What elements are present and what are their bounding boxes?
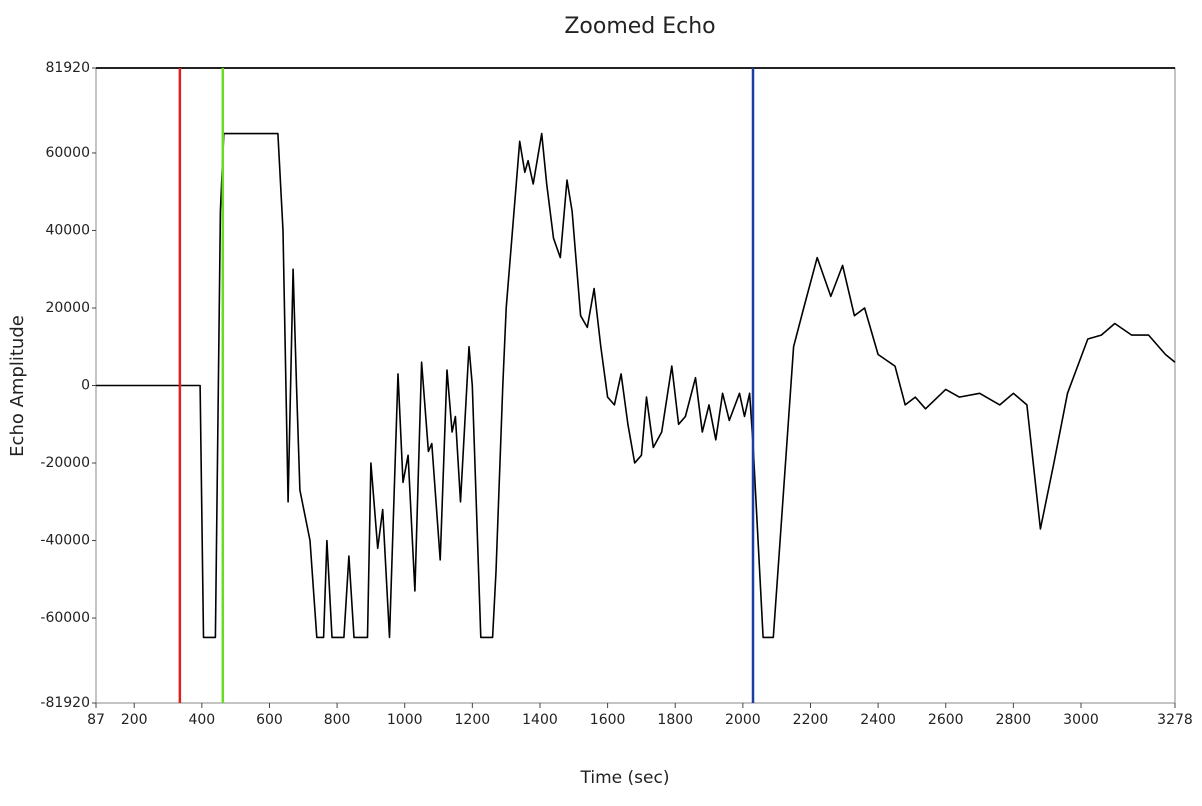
x-tick-label: 2800 bbox=[996, 712, 1032, 728]
x-tick-label: 2000 bbox=[725, 712, 761, 728]
x-tick-label: 400 bbox=[188, 712, 215, 728]
x-axis-label: Time (sec) bbox=[580, 768, 670, 788]
y-tick-label: 81920 bbox=[45, 60, 90, 76]
plot-frame bbox=[95, 67, 1176, 704]
x-tick-label: 87 bbox=[87, 712, 105, 728]
y-axis-label: Echo Amplitude bbox=[7, 315, 28, 457]
x-tick-label: 3278 bbox=[1157, 712, 1193, 728]
x-tick-label: 1200 bbox=[455, 712, 491, 728]
x-tick-label: 1600 bbox=[590, 712, 626, 728]
x-tick-label: 2600 bbox=[928, 712, 964, 728]
y-tick-label: -20000 bbox=[40, 455, 90, 471]
echo-line bbox=[96, 132, 1176, 639]
x-tick-label: 1000 bbox=[387, 712, 423, 728]
x-tick-label: 600 bbox=[256, 712, 283, 728]
y-tick-label: -40000 bbox=[40, 533, 90, 549]
x-tick-label: 2200 bbox=[793, 712, 829, 728]
y-tick-label: 20000 bbox=[45, 300, 90, 316]
x-tick-label: 200 bbox=[121, 712, 148, 728]
y-tick-label: -81920 bbox=[40, 695, 90, 711]
x-tick-label: 1800 bbox=[657, 712, 693, 728]
y-tick-label: 60000 bbox=[45, 145, 90, 161]
x-tick-label: 800 bbox=[324, 712, 351, 728]
y-tick-label: 40000 bbox=[45, 222, 90, 238]
x-tick-label: 3000 bbox=[1063, 712, 1099, 728]
x-tick-label: 2400 bbox=[860, 712, 896, 728]
y-tick-label: 0 bbox=[81, 378, 90, 394]
y-tick-label: -60000 bbox=[40, 610, 90, 626]
x-tick-label: 1400 bbox=[522, 712, 558, 728]
chart-title: Zoomed Echo bbox=[564, 14, 715, 39]
